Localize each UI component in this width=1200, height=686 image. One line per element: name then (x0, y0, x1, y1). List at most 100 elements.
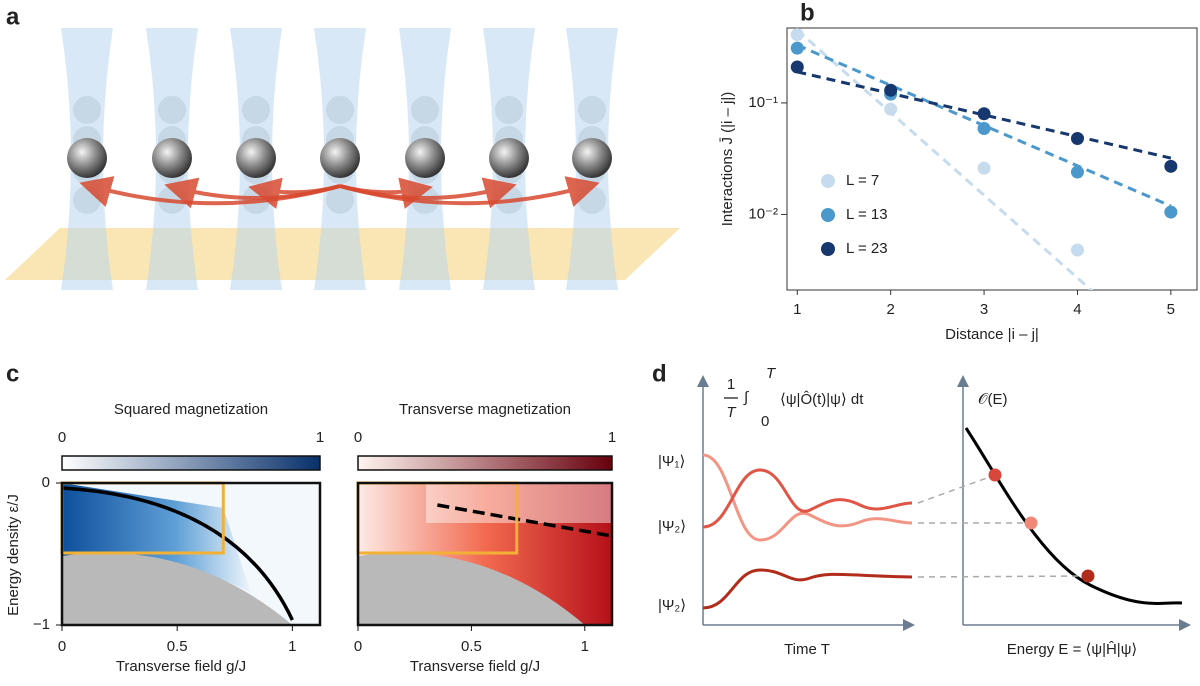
legend-label: L = 13 (846, 206, 888, 223)
colorbar (61, 455, 321, 471)
atom (67, 138, 107, 178)
excluded-region (358, 552, 585, 625)
boundary-curve (61, 486, 294, 621)
plot-area (790, 28, 1178, 290)
x-tick-label: 3 (980, 301, 988, 318)
x-tick-label: 1 (793, 301, 801, 318)
x-tick-label: 1 (581, 638, 589, 655)
ghost-atom (73, 186, 101, 214)
heatmap-fade (426, 483, 612, 523)
legend-marker (821, 174, 835, 188)
data-point (977, 161, 991, 175)
data-point (884, 83, 898, 97)
y-axis-label: Interactions J̄ (|i – j|) (719, 92, 736, 227)
colorbar-tick-label: 1 (608, 429, 616, 446)
formula-lower: 0 (761, 413, 769, 430)
axes-frame (786, 27, 1198, 291)
ghost-atom (495, 96, 523, 124)
y-axis-label: 𝒪(E) (978, 391, 1007, 408)
y-axis-label: Energy density ε/J (5, 494, 22, 616)
panel-label: b (800, 0, 815, 26)
data-point (1164, 159, 1178, 173)
y-tick-label: 10⁻² (748, 205, 778, 222)
data-point (977, 107, 991, 121)
ghost-atom (73, 96, 101, 124)
x-axis-label: Energy E = ⟨ψ|Ĥ|ψ⟩ (1007, 641, 1138, 658)
colorbar (357, 455, 613, 471)
formula-num: 1 (727, 376, 735, 393)
panel-label: c (6, 360, 19, 387)
connector (917, 575, 1089, 578)
ghost-atom (326, 96, 354, 124)
colorbar-tick-label: 0 (354, 429, 362, 446)
formula-integral: ∫ (743, 389, 750, 406)
state-label: |Ψ₂⟩ (658, 597, 686, 614)
legend-label: L = 23 (846, 240, 888, 257)
ghost-atom (158, 96, 186, 124)
x-tick-label: 0.5 (461, 638, 482, 655)
data-point (884, 102, 898, 116)
ghost-atom (411, 96, 439, 124)
data-point (1070, 243, 1084, 257)
state-point (1081, 569, 1095, 583)
interaction-arrow (339, 176, 600, 207)
data-point (1070, 165, 1084, 179)
connector (917, 474, 996, 504)
legend-label: L = 7 (846, 172, 879, 189)
colorbar-tick-label: 0 (58, 429, 66, 446)
data-point (1164, 205, 1178, 219)
x-tick-label: 4 (1073, 301, 1081, 318)
data-point (790, 41, 804, 55)
atom (236, 138, 276, 178)
observable-curve (702, 453, 913, 542)
heatmap-region (62, 483, 251, 593)
y-tick-label: 10⁻¹ (748, 94, 778, 111)
formula-upper: T (766, 365, 777, 382)
x-tick-label: 0.5 (167, 638, 188, 655)
ghost-atom (578, 186, 606, 214)
data-point (790, 60, 804, 74)
x-tick-label: 2 (886, 301, 894, 318)
atom (572, 138, 612, 178)
x-tick-label: 0 (354, 638, 362, 655)
colorbar-tick-label: 1 (316, 429, 324, 446)
panel-label: a (6, 3, 20, 30)
excluded-region (62, 552, 293, 625)
ghost-atom (578, 96, 606, 124)
state-point (988, 468, 1002, 482)
atom (152, 138, 192, 178)
state-label: |Ψ₂⟩ (658, 518, 686, 535)
x-tick-label: 1 (288, 638, 296, 655)
data-point (790, 28, 804, 42)
x-axis-label: Time T (784, 641, 830, 658)
x-axis-label: Distance |i – j| (945, 326, 1039, 343)
legend-marker (821, 242, 835, 256)
boundary-curve (437, 503, 613, 538)
observable-curve (702, 568, 913, 610)
x-axis-label: Transverse field g/J (410, 658, 540, 675)
data-point (977, 121, 991, 135)
x-tick-label: 0 (58, 638, 66, 655)
state-point (1024, 516, 1038, 530)
state-label: |Ψ₁⟩ (658, 453, 685, 470)
ghost-atom (326, 186, 354, 214)
legend-marker (821, 208, 835, 222)
interaction-arrow (248, 177, 341, 209)
y-tick-label: 0 (42, 474, 50, 491)
x-tick-label: 5 (1167, 301, 1175, 318)
formula-den: T (726, 404, 737, 421)
x-axis-label: Transverse field g/J (116, 658, 246, 675)
fit-line (796, 70, 1172, 160)
ghost-atom (242, 96, 270, 124)
observable-curve (702, 468, 913, 529)
formula-body: ⟨ψ|Ô(t)|ψ⟩ dt (780, 391, 864, 408)
atom (405, 138, 445, 178)
panel-label: d (652, 360, 667, 387)
y-tick-label: −1 (33, 616, 50, 633)
heatmap-title: Squared magnetization (114, 401, 268, 418)
atom (320, 138, 360, 178)
heatmap-frame (60, 481, 322, 627)
data-point (1070, 131, 1084, 145)
atom (489, 138, 529, 178)
